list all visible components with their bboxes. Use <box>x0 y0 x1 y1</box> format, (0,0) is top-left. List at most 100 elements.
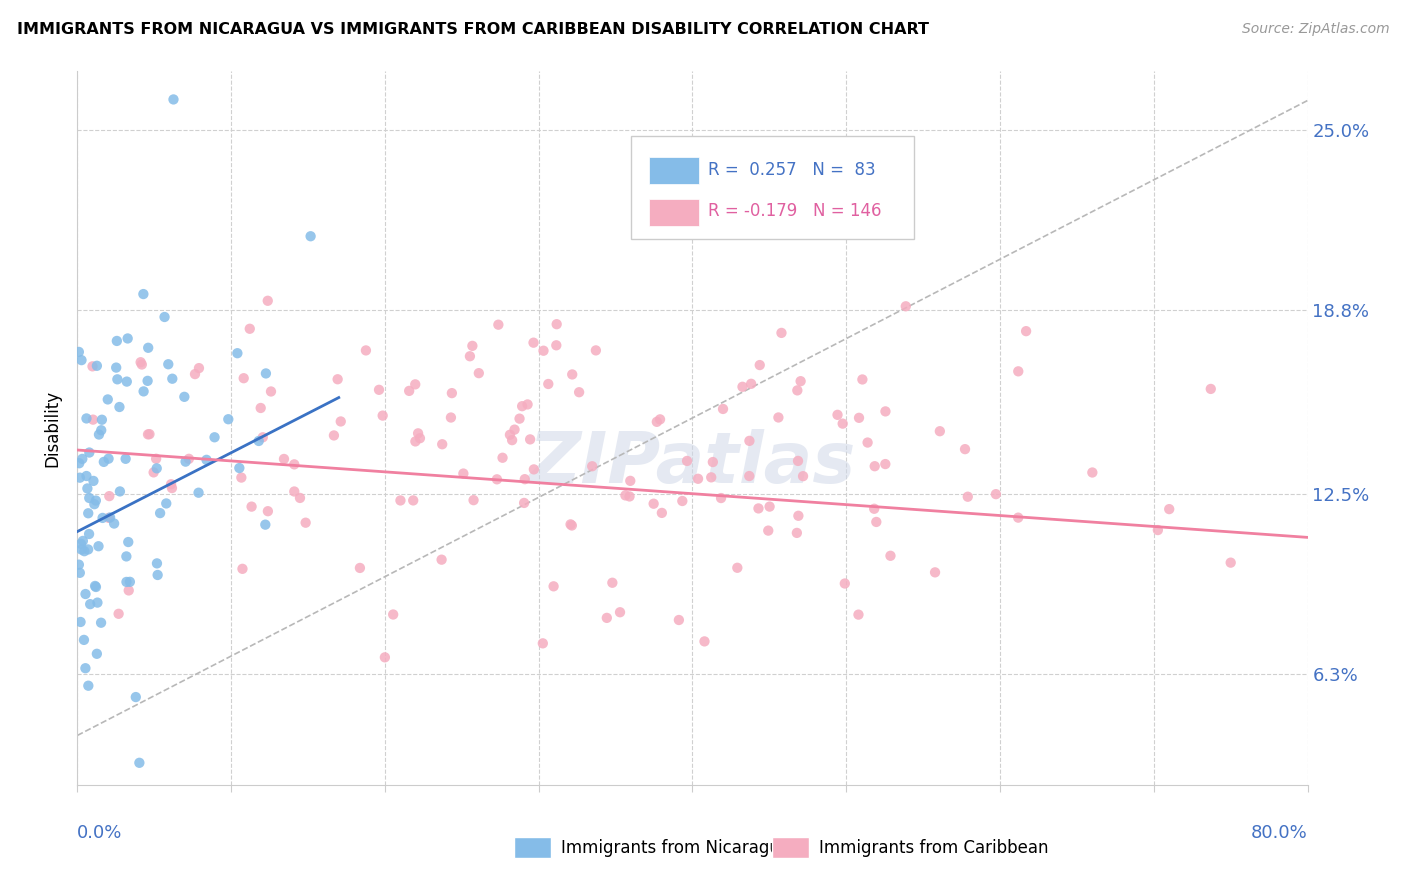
Point <box>105 360 128 375</box>
Point <box>145 461 167 475</box>
Point <box>924 566 946 580</box>
Point <box>432 437 454 451</box>
Point <box>260 384 283 399</box>
Bar <box>772 837 810 858</box>
Point <box>531 636 554 650</box>
Point <box>648 412 671 426</box>
Point <box>187 485 209 500</box>
Point <box>406 426 429 441</box>
Point <box>468 366 491 380</box>
Point <box>254 367 277 381</box>
Point <box>129 355 152 369</box>
Text: IMMIGRANTS FROM NICARAGUA VS IMMIGRANTS FROM CARIBBEAN DISABILITY CORRELATION CH: IMMIGRANTS FROM NICARAGUA VS IMMIGRANTS … <box>17 22 929 37</box>
Point <box>125 690 148 704</box>
Point <box>758 500 780 514</box>
Point <box>645 415 668 429</box>
Point <box>371 409 394 423</box>
Point <box>254 517 277 532</box>
Point <box>107 607 129 621</box>
Point <box>82 359 104 374</box>
Point <box>162 92 184 106</box>
Point <box>789 374 811 388</box>
Point <box>499 427 522 442</box>
Point <box>1007 364 1029 378</box>
Point <box>117 331 139 345</box>
Point <box>162 372 184 386</box>
Point <box>323 428 346 442</box>
Point <box>510 399 533 413</box>
Point <box>231 470 253 484</box>
Point <box>368 383 391 397</box>
Bar <box>650 199 699 226</box>
Point <box>643 497 665 511</box>
Point <box>98 510 121 524</box>
Point <box>725 561 748 575</box>
Point <box>453 467 475 481</box>
Point <box>485 472 508 486</box>
Point <box>326 372 349 386</box>
Point <box>73 544 96 558</box>
Point <box>792 469 814 483</box>
Point <box>91 511 114 525</box>
Point <box>226 346 249 360</box>
Point <box>1147 523 1170 537</box>
Point <box>404 377 426 392</box>
Point <box>138 427 160 442</box>
Point <box>72 533 94 548</box>
Text: 80.0%: 80.0% <box>1251 824 1308 842</box>
Bar <box>515 837 551 858</box>
Point <box>90 413 112 427</box>
Text: Immigrants from Nicaragua: Immigrants from Nicaragua <box>561 838 790 856</box>
Point <box>619 490 641 504</box>
Point <box>79 445 101 459</box>
Point <box>294 516 316 530</box>
Point <box>75 411 97 425</box>
Point <box>863 459 886 474</box>
Point <box>1159 502 1181 516</box>
Point <box>132 287 155 301</box>
Point <box>69 566 91 580</box>
Point <box>956 490 979 504</box>
Point <box>86 647 108 661</box>
Point <box>79 597 101 611</box>
Point <box>748 358 770 372</box>
Point <box>513 472 536 486</box>
Point <box>676 454 699 468</box>
Point <box>1081 466 1104 480</box>
Point <box>700 470 723 484</box>
Point <box>1007 510 1029 524</box>
Point <box>173 390 195 404</box>
Point <box>602 575 624 590</box>
Point <box>247 434 270 448</box>
Point <box>609 605 631 619</box>
Point <box>756 524 779 538</box>
Point <box>283 484 305 499</box>
Point <box>73 632 96 647</box>
Point <box>75 661 97 675</box>
Point <box>786 525 808 540</box>
Point <box>374 650 396 665</box>
Point <box>928 424 950 438</box>
Point <box>77 527 100 541</box>
Point <box>204 430 226 444</box>
Point <box>402 493 425 508</box>
Point <box>585 343 607 358</box>
Point <box>509 411 531 425</box>
Point <box>153 310 176 324</box>
Point <box>103 516 125 531</box>
Point <box>533 343 555 358</box>
Point <box>231 562 253 576</box>
Point <box>738 434 761 448</box>
Point <box>863 501 886 516</box>
Point <box>440 386 463 401</box>
Point <box>252 430 274 444</box>
Point <box>132 384 155 399</box>
Text: 0.0%: 0.0% <box>77 824 122 842</box>
Point <box>543 579 565 593</box>
Point <box>67 456 90 470</box>
Point <box>84 580 107 594</box>
Point <box>710 491 733 505</box>
Point <box>668 613 690 627</box>
Point <box>184 367 207 381</box>
Point <box>77 542 100 557</box>
